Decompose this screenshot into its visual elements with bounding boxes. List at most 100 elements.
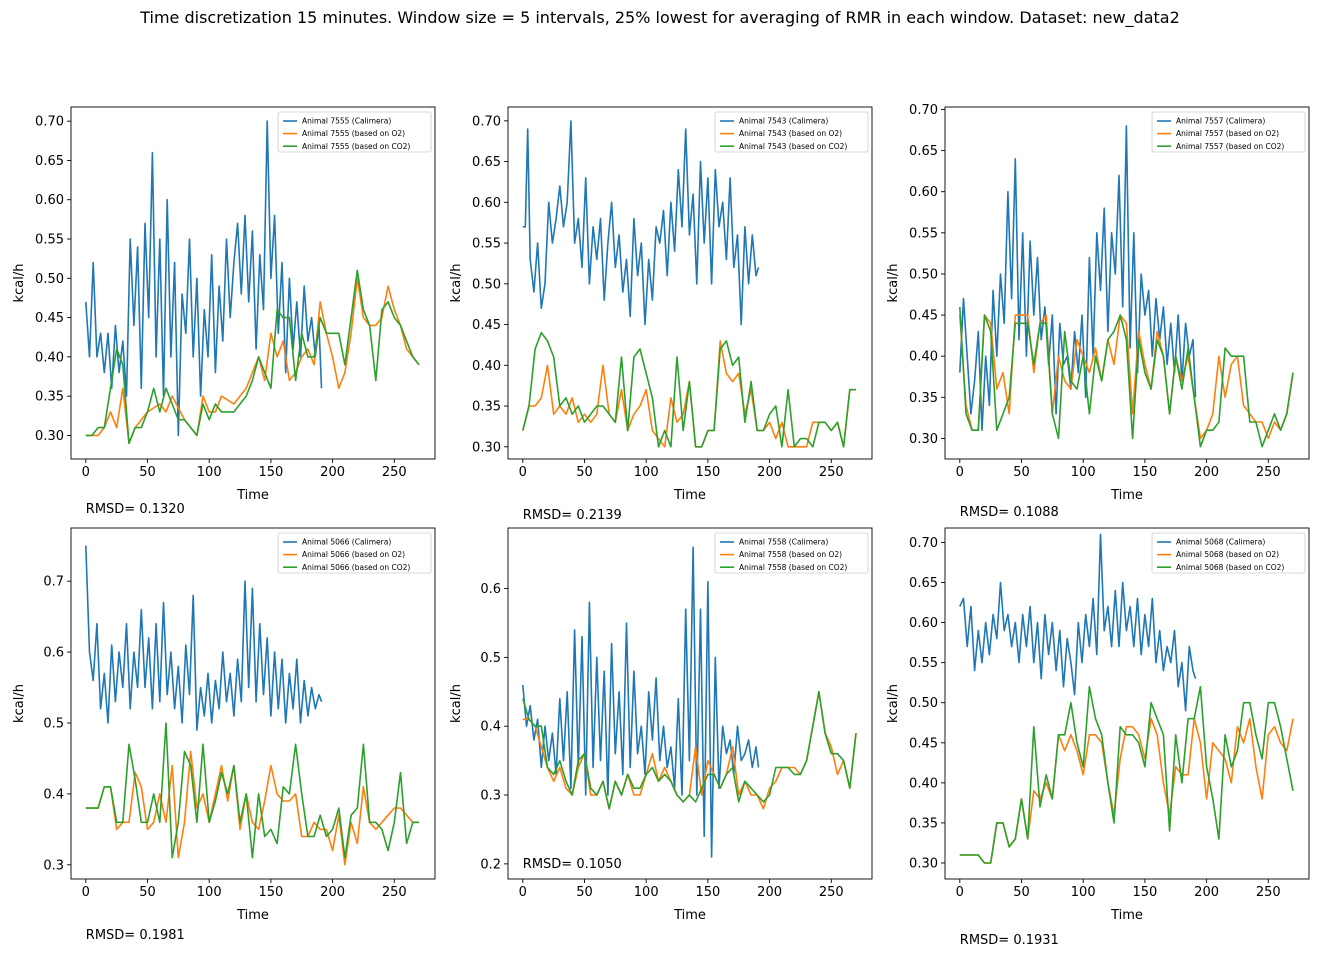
y-tick-label: 0.55 [909, 656, 938, 671]
series-line-calimera [522, 120, 760, 326]
series-line-co2 [959, 685, 1294, 864]
subplot-1: 0 50 100 150 200 250 0.30 0.35 0.40 0.45 0.50 0.55 0… [12, 106, 436, 517]
x-tick-label: 250 [819, 465, 844, 480]
series-line-o2 [85, 277, 420, 445]
y-tick-label: 0.70 [472, 114, 501, 129]
x-tick-label: 200 [320, 885, 345, 900]
axes-frame [507, 106, 873, 460]
y-tick-label: 0.35 [35, 390, 64, 405]
x-tick-label: 0 [82, 885, 90, 900]
series-line-co2 [85, 722, 419, 859]
legend-box [1151, 532, 1306, 574]
series-line-o2 [522, 340, 856, 448]
x-tick-label: 0 [519, 885, 527, 900]
x-tick-label: 0 [82, 465, 90, 480]
legend: Animal 7555 (Calimera) Animal 7555 (based… [277, 111, 432, 153]
x-tick-label: 100 [634, 885, 659, 900]
x-tick-label: 50 [576, 885, 593, 900]
legend-box [1151, 111, 1306, 153]
y-tick-label: 0.60 [909, 616, 938, 631]
legend-box [277, 111, 432, 153]
series-line-o2 [85, 750, 419, 866]
x-tick-label: 150 [258, 885, 283, 900]
legend-box [714, 532, 869, 574]
y-tick-label: 0.35 [909, 391, 938, 406]
y-tick-label: 0.40 [909, 776, 938, 791]
rmsd-annotation: RMSD= 0.1050 [523, 857, 622, 872]
legend-label-calimera: Animal 7555 (Calimera) [302, 117, 391, 126]
y-tick-label: 0.5 [480, 651, 501, 666]
legend-label-o2: Animal 7543 (based on O2) [739, 129, 842, 138]
y-tick-label: 0.50 [472, 277, 501, 292]
subplot-4: 0 50 100 150 200 250 0.3 0.4 0.5 0.6 0.7 Time kcal/h… [12, 527, 436, 943]
axes-frame [70, 527, 436, 880]
y-axis-label: kcal/h [886, 264, 901, 303]
y-tick-label: 0.40 [909, 350, 938, 365]
x-tick-label: 200 [320, 465, 345, 480]
legend-label-co2: Animal 7558 (based on CO2) [739, 563, 847, 572]
subplot-2: 0 50 100 150 200 250 0.30 0.35 0.40 0.45 0.50 0.55 0… [449, 106, 873, 523]
legend: Animal 5068 (Calimera) Animal 5068 (based… [1151, 532, 1306, 574]
y-tick-label: 0.55 [909, 226, 938, 241]
x-tick-label: 150 [1132, 465, 1157, 480]
y-tick-label: 0.65 [35, 154, 64, 169]
x-tick-label: 50 [1013, 885, 1030, 900]
y-tick-label: 0.55 [35, 233, 64, 248]
y-tick-label: 0.50 [909, 267, 938, 282]
series-line-co2 [959, 306, 1294, 448]
x-axis-label: Time [1110, 488, 1143, 503]
x-tick-label: 150 [695, 465, 720, 480]
x-tick-label: 200 [1194, 885, 1219, 900]
series-line-co2 [522, 690, 857, 810]
x-tick-label: 100 [1071, 465, 1096, 480]
legend-label-co2: Animal 7543 (based on CO2) [739, 142, 847, 151]
legend-label-calimera: Animal 5066 (Calimera) [302, 538, 391, 547]
y-tick-label: 0.4 [480, 720, 501, 735]
y-tick-label: 0.70 [35, 115, 64, 130]
x-tick-label: 100 [197, 885, 222, 900]
legend-label-o2: Animal 5068 (based on O2) [1176, 550, 1279, 559]
y-tick-label: 0.60 [35, 193, 64, 208]
x-tick-label: 250 [382, 885, 407, 900]
x-axis-label: Time [673, 488, 706, 503]
x-tick-label: 250 [382, 465, 407, 480]
subplot-6: 0 50 100 150 200 250 0.30 0.35 0.40 0.45 0.50 0.55 0… [886, 527, 1310, 948]
y-tick-label: 0.50 [909, 696, 938, 711]
x-axis-label: Time [236, 488, 269, 503]
series-line-calimera [522, 546, 760, 858]
y-tick-label: 0.4 [43, 787, 64, 802]
x-tick-label: 200 [1194, 465, 1219, 480]
y-tick-label: 0.30 [909, 856, 938, 871]
legend-label-o2: Animal 5066 (based on O2) [302, 550, 405, 559]
y-tick-label: 0.65 [472, 155, 501, 170]
x-tick-label: 0 [519, 465, 527, 480]
y-axis-label: kcal/h [886, 684, 901, 723]
x-tick-label: 250 [1256, 885, 1281, 900]
x-tick-label: 250 [819, 885, 844, 900]
legend: Animal 7543 (Calimera) Animal 7543 (based… [714, 111, 869, 153]
x-tick-label: 0 [956, 465, 964, 480]
legend-label-co2: Animal 7555 (based on CO2) [302, 142, 410, 151]
subplot-3: 0 50 100 150 200 250 0.30 0.35 0.40 0.45 0.50 0.55 0… [886, 103, 1310, 520]
y-axis-label: kcal/h [12, 684, 27, 723]
legend-label-calimera: Animal 7558 (Calimera) [739, 538, 828, 547]
y-tick-label: 0.3 [43, 858, 64, 873]
x-tick-label: 100 [197, 465, 222, 480]
x-tick-label: 200 [757, 885, 782, 900]
x-tick-label: 50 [139, 885, 156, 900]
rmsd-annotation: RMSD= 0.1931 [960, 933, 1059, 948]
legend-label-o2: Animal 7558 (based on O2) [739, 550, 842, 559]
series-line-o2 [959, 314, 1294, 440]
x-tick-label: 100 [1071, 885, 1096, 900]
series-line-o2 [959, 717, 1294, 864]
y-tick-label: 0.60 [909, 185, 938, 200]
legend-label-calimera: Animal 7557 (Calimera) [1176, 117, 1265, 126]
x-tick-label: 150 [1132, 885, 1157, 900]
y-tick-label: 0.30 [909, 432, 938, 447]
y-tick-label: 0.60 [472, 196, 501, 211]
y-tick-label: 0.3 [480, 789, 501, 804]
y-tick-label: 0.6 [480, 582, 501, 597]
y-tick-label: 0.7 [43, 575, 64, 590]
y-tick-label: 0.65 [909, 144, 938, 159]
y-tick-label: 0.6 [43, 646, 64, 661]
